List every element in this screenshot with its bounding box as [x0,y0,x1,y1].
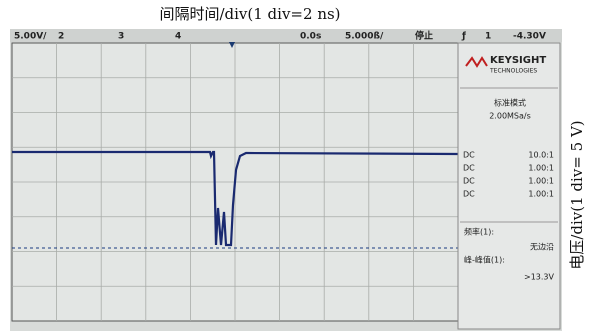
voltage-axis-label: 电压/div(1 div= 5 V) [568,120,586,269]
vertical-scale: 5.00V/ [14,32,47,42]
sample-rate: 2.00MSa/s [489,112,531,121]
channel-label: 4 [175,32,181,42]
coupling: DC [463,151,475,160]
run-state: 停止 [415,30,433,42]
screenshot: 间隔时间/div(1 div=2 ns) 电压/div(1 div= 5 V) … [0,0,592,331]
acq-mode: 标准模式 [494,98,526,108]
status-bar [10,29,562,42]
timebase: 5.000ß/ [345,32,384,42]
channel-label: 3 [118,32,124,42]
measure-value: >13.3V [524,273,555,282]
page: {"title": "间隔时间/div(1 div=2 ns)", "side_… [0,0,592,331]
measure-label: 峰-峰值(1): [464,255,505,265]
trigger-level: -4.30V [513,32,546,42]
trigger-icon: ƒ [461,32,466,42]
brand: KEYSIGHT [490,55,546,66]
coupling: DC [463,164,475,173]
channel-label: 2 [58,32,64,42]
time-axis-label: 间隔时间/div(1 div=2 ns) [159,5,340,23]
coupling: DC [463,190,475,199]
delay: 0.0s [300,32,321,42]
probe-ratio: 1.00:1 [528,177,554,186]
trigger-channel: 1 [485,32,491,42]
probe-ratio: 10.0:1 [528,151,554,160]
brand-sub: TECHNOLOGIES [489,68,537,75]
measure-label: 频率(1): [464,227,494,237]
side-panel [458,43,560,329]
probe-ratio: 1.00:1 [528,190,554,199]
probe-ratio: 1.00:1 [528,164,554,173]
coupling: DC [463,177,475,186]
measure-value: 无边沿 [530,242,554,252]
